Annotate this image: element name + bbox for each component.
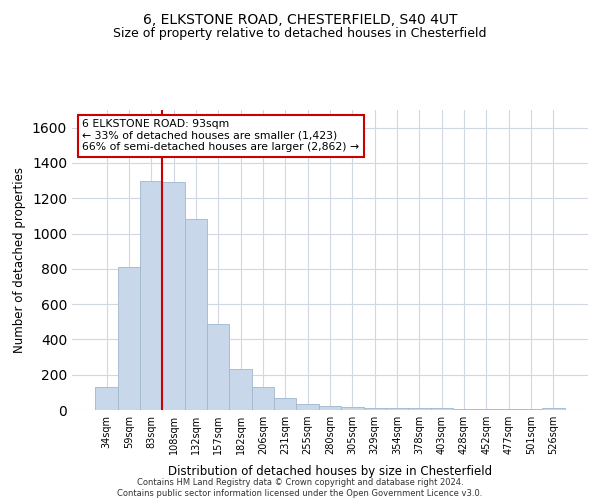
Bar bbox=[408, 408, 431, 410]
Bar bbox=[207, 324, 229, 410]
Bar bbox=[364, 408, 386, 410]
Bar bbox=[163, 182, 185, 410]
Bar bbox=[252, 387, 274, 410]
Bar bbox=[497, 409, 520, 410]
Bar bbox=[140, 180, 163, 410]
Bar bbox=[542, 408, 565, 410]
Bar bbox=[386, 408, 408, 410]
Text: 6 ELKSTONE ROAD: 93sqm
← 33% of detached houses are smaller (1,423)
66% of semi-: 6 ELKSTONE ROAD: 93sqm ← 33% of detached… bbox=[82, 119, 359, 152]
Bar bbox=[431, 408, 453, 410]
Bar bbox=[453, 409, 475, 410]
Bar bbox=[296, 404, 319, 410]
Bar bbox=[274, 398, 296, 410]
Bar bbox=[319, 406, 341, 410]
Bar bbox=[520, 409, 542, 410]
Text: 6, ELKSTONE ROAD, CHESTERFIELD, S40 4UT: 6, ELKSTONE ROAD, CHESTERFIELD, S40 4UT bbox=[143, 12, 457, 26]
Bar bbox=[95, 387, 118, 410]
Bar bbox=[118, 267, 140, 410]
X-axis label: Distribution of detached houses by size in Chesterfield: Distribution of detached houses by size … bbox=[168, 466, 492, 478]
Y-axis label: Number of detached properties: Number of detached properties bbox=[13, 167, 26, 353]
Text: Size of property relative to detached houses in Chesterfield: Size of property relative to detached ho… bbox=[113, 28, 487, 40]
Bar bbox=[341, 408, 364, 410]
Bar bbox=[229, 370, 252, 410]
Bar bbox=[185, 220, 207, 410]
Text: Contains HM Land Registry data © Crown copyright and database right 2024.
Contai: Contains HM Land Registry data © Crown c… bbox=[118, 478, 482, 498]
Bar bbox=[475, 409, 497, 410]
